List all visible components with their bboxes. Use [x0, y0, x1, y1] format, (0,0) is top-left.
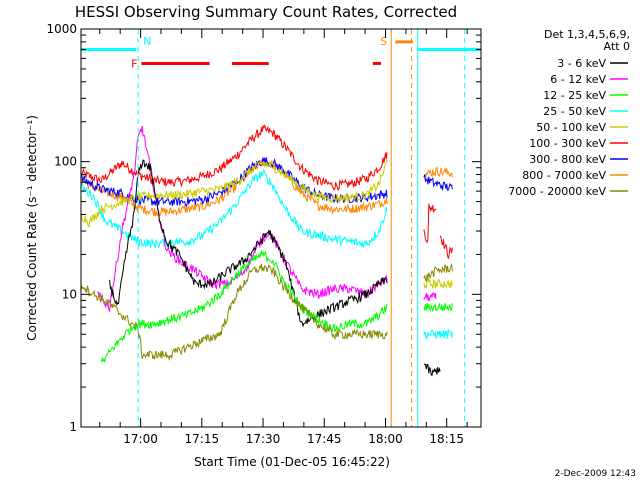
x-tick-label-5: 18:15	[429, 432, 464, 446]
y-tick-label-3: 1000	[46, 22, 77, 36]
x-tick-label-3: 17:45	[307, 432, 342, 446]
marker-N: N	[143, 35, 151, 48]
x-tick-label-4: 18:00	[368, 432, 403, 446]
series-1-segment-0	[81, 159, 388, 217]
legend-entry-label-0: 3 - 6 keV	[557, 57, 606, 70]
legend-header-1: Att 0	[604, 40, 630, 53]
x-tick-label-0: 17:00	[123, 432, 158, 446]
x-axis-label: Start Time (01-Dec-05 16:45:22)	[194, 455, 390, 469]
timestamp-label: 2-Dec-2009 12:43	[555, 469, 636, 479]
series-3-segment-0	[81, 159, 388, 228]
legend-entry-label-3: 25 - 50 keV	[543, 105, 606, 118]
series-1-segment-1	[423, 166, 453, 180]
y-tick-label-2: 100	[54, 155, 77, 169]
series-2-segment-1	[423, 174, 453, 191]
series-5-segment-0	[97, 126, 388, 313]
legend-header-0: Det 1,3,4,5,6,9,	[544, 28, 630, 41]
series-0-segment-0	[81, 124, 388, 191]
chart-title: HESSI Observing Summary Count Rates, Cor…	[75, 3, 457, 21]
y-tick-label-1: 10	[62, 287, 77, 301]
flag-label-F: F	[131, 57, 137, 70]
legend-entry-label-1: 6 - 12 keV	[550, 73, 606, 86]
series-4-segment-0	[81, 168, 388, 249]
series-0-segment-2	[439, 235, 453, 259]
series-7-segment-1	[423, 302, 453, 313]
legend-entry-label-8: 7000 - 20000 keV	[508, 185, 606, 198]
overlay-layer: FN S	[81, 29, 481, 427]
legend-entry-label-7: 800 - 7000 keV	[522, 169, 606, 182]
series-7-segment-0	[100, 249, 388, 363]
y-tick-label-0: 1	[69, 420, 77, 434]
series-layer	[81, 124, 453, 377]
legend-entry-label-2: 12 - 25 keV	[543, 89, 606, 102]
series-6-segment-0	[109, 159, 388, 328]
legend: Det 1,3,4,5,6,9,Att 0 3 - 6 keV 6 - 12 keV…	[508, 28, 630, 198]
series-8-segment-0	[81, 263, 388, 362]
legend-entry-label-6: 300 - 800 keV	[529, 153, 606, 166]
marker-S: S	[380, 35, 387, 48]
x-tick-label-1: 17:15	[185, 432, 220, 446]
legend-entry-label-5: 100 - 300 keV	[529, 137, 606, 150]
legend-entry-label-4: 50 - 100 keV	[536, 121, 606, 134]
axes-layer: 17:00 17:15 17:30 17:45 18:00 18:15 1 10 100 1000	[46, 22, 481, 446]
series-0-segment-1	[423, 202, 437, 244]
series-5-segment-1	[423, 292, 437, 302]
series-6-segment-1	[423, 363, 441, 377]
series-4-segment-1	[423, 328, 453, 341]
series-8-segment-1	[423, 262, 453, 283]
x-tick-label-2: 17:30	[246, 432, 281, 446]
plot-frame	[80, 28, 482, 428]
series-3-segment-1	[423, 278, 453, 290]
y-axis-label: Corrected Count Rate (s⁻¹ detector⁻¹)	[25, 115, 39, 341]
